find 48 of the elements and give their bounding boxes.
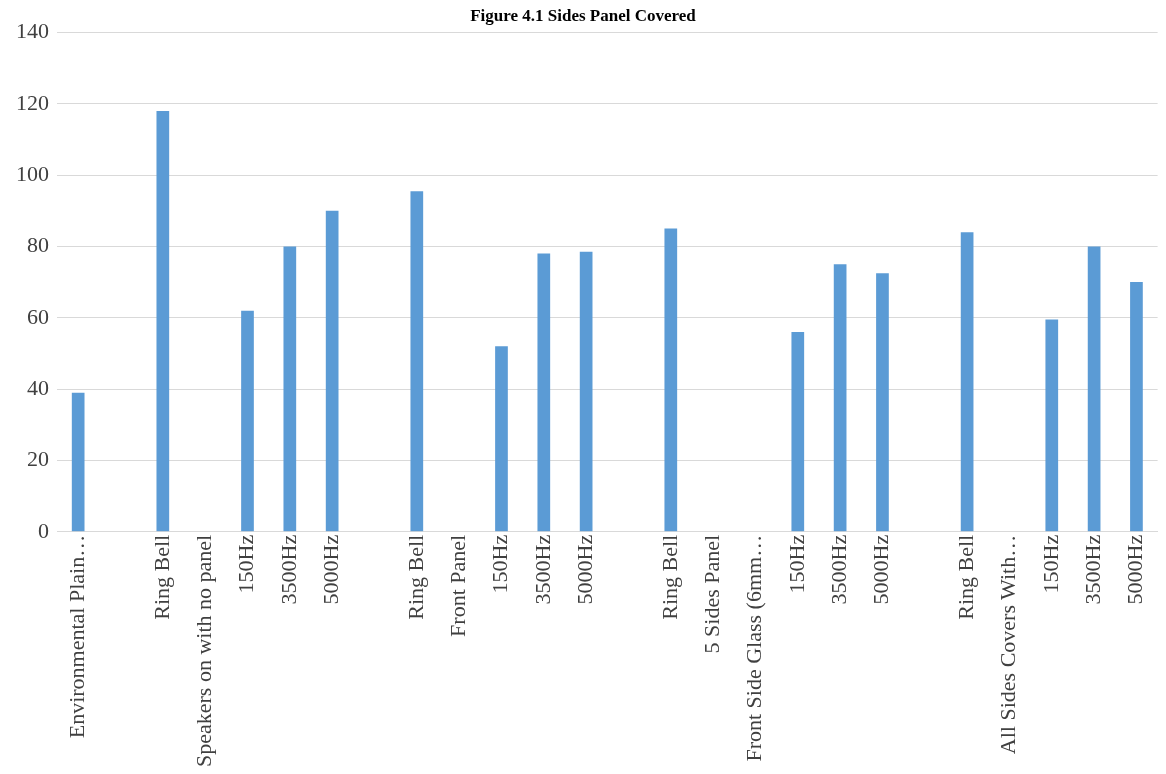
y-tick-label: 20 (27, 446, 49, 472)
x-tick-label: 3500Hz (825, 534, 851, 605)
x-tick-label: 3500Hz (275, 534, 301, 605)
y-tick-label: 40 (27, 374, 49, 400)
x-tick-label: 150Hz (783, 534, 809, 594)
x-tick-label: All Sides Covers With… (995, 534, 1021, 755)
y-tick-label: 140 (16, 18, 49, 44)
x-tick-label: 3500Hz (529, 534, 555, 605)
x-tick-label: 150Hz (487, 534, 513, 594)
bar (1130, 282, 1143, 532)
x-tick-label: 3500Hz (1079, 534, 1105, 605)
bar (537, 253, 551, 532)
x-tick-label: Environmental Plain… (63, 534, 89, 739)
bar (156, 110, 170, 532)
bar (495, 346, 508, 532)
bar (876, 273, 889, 532)
x-tick-label: 5000Hz (317, 534, 343, 605)
bar (71, 392, 85, 532)
x-tick-label: Ring Bell (402, 534, 428, 620)
x-tick-label: Front Panel (444, 534, 470, 637)
bar (791, 332, 805, 532)
x-tick-label: 150Hz (233, 534, 259, 594)
x-tick-label: 5000Hz (868, 534, 894, 605)
bar (579, 251, 593, 532)
x-tick-label: Front Side Glass (6mm… (741, 534, 767, 762)
y-tick-label: 60 (27, 303, 49, 329)
bar (833, 264, 847, 532)
y-tick-label: 120 (16, 89, 49, 115)
x-tick-label: 150Hz (1037, 534, 1063, 594)
y-tick-label: 80 (27, 232, 49, 258)
x-tick-label: Ring Bell (952, 534, 978, 620)
x-tick-label: 5 Sides Panel (698, 534, 724, 654)
x-tick-label: 5000Hz (571, 534, 597, 605)
x-tick-label: 5000Hz (1122, 534, 1148, 605)
bar (241, 310, 254, 532)
bar (664, 228, 678, 532)
bar (1045, 319, 1059, 532)
x-tick-label: Speakers on with no panel (190, 534, 216, 767)
y-tick-label: 0 (38, 517, 49, 543)
bar (410, 191, 424, 532)
y-tick-label: 100 (16, 160, 49, 186)
bar (960, 232, 974, 532)
x-tick-label: Ring Bell (148, 534, 174, 620)
x-tick-label: Ring Bell (656, 534, 682, 620)
chart-title: Figure 4.1 Sides Panel Covered (470, 5, 697, 25)
bar (325, 210, 339, 532)
bar (283, 246, 297, 532)
bar (1087, 246, 1101, 532)
